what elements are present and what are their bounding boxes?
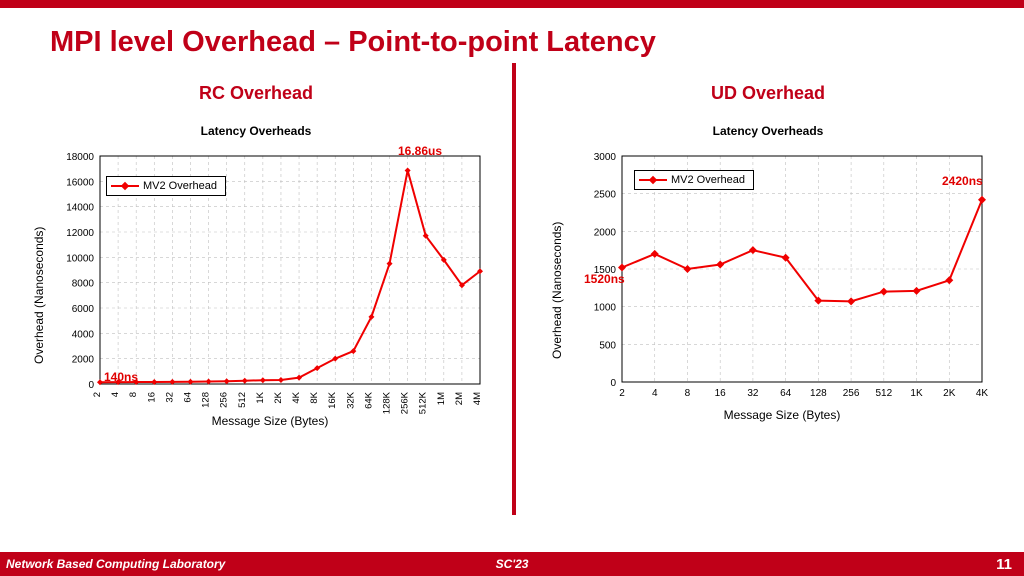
svg-text:12000: 12000 [66, 228, 94, 239]
svg-text:1M: 1M [436, 392, 447, 405]
svg-text:256K: 256K [400, 391, 411, 414]
svg-text:512K: 512K [418, 391, 429, 414]
left-xlabel: Message Size (Bytes) [50, 414, 490, 428]
left-ylabel: Overhead (Nanoseconds) [32, 227, 46, 364]
diamond-icon [639, 175, 667, 185]
svg-text:8: 8 [128, 392, 139, 397]
left-chart-title: Latency Overheads [0, 124, 512, 138]
svg-text:0: 0 [610, 378, 616, 389]
footer-bar: Network Based Computing Laboratory SC'23… [0, 552, 1024, 576]
svg-text:2500: 2500 [594, 190, 617, 201]
right-chart-wrap: Overhead (Nanoseconds) 05001000150020002… [572, 144, 992, 444]
svg-text:16: 16 [715, 388, 727, 399]
svg-text:128K: 128K [382, 391, 393, 414]
footer-conf: SC'23 [496, 557, 529, 571]
footer-lab: Network Based Computing Laboratory [0, 557, 225, 571]
top-accent-bar [0, 0, 1024, 8]
diamond-icon [111, 181, 139, 191]
svg-text:512: 512 [875, 388, 892, 399]
right-panel-title: UD Overhead [512, 83, 1024, 104]
svg-text:8000: 8000 [72, 279, 95, 290]
left-legend-label: MV2 Overhead [143, 180, 217, 192]
svg-text:2K: 2K [943, 388, 956, 399]
svg-text:128: 128 [810, 388, 827, 399]
page-title: MPI level Overhead – Point-to-point Late… [50, 26, 974, 59]
svg-text:1000: 1000 [594, 303, 617, 314]
svg-text:8K: 8K [309, 391, 320, 403]
right-xlabel: Message Size (Bytes) [572, 408, 992, 422]
right-chart-title: Latency Overheads [512, 124, 1024, 138]
svg-text:2M: 2M [454, 392, 465, 405]
left-panel: RC Overhead Latency Overheads Overhead (… [0, 63, 512, 515]
svg-text:4000: 4000 [72, 329, 95, 340]
svg-text:128: 128 [201, 392, 212, 408]
svg-text:32: 32 [164, 392, 175, 403]
annotation: 140ns [104, 370, 138, 384]
svg-text:2: 2 [92, 392, 103, 397]
svg-text:1K: 1K [255, 391, 266, 403]
svg-text:10000: 10000 [66, 253, 94, 264]
right-panel: UD Overhead Latency Overheads Overhead (… [512, 63, 1024, 515]
svg-text:64: 64 [780, 388, 792, 399]
svg-text:8: 8 [685, 388, 691, 399]
svg-text:4M: 4M [472, 392, 483, 405]
svg-text:4K: 4K [291, 391, 302, 403]
right-legend: MV2 Overhead [634, 170, 754, 190]
svg-text:256: 256 [219, 392, 230, 408]
svg-text:500: 500 [599, 340, 616, 351]
svg-text:2K: 2K [273, 391, 284, 403]
left-chart-wrap: Overhead (Nanoseconds) 02000400060008000… [50, 144, 490, 454]
svg-text:14000: 14000 [66, 203, 94, 214]
svg-text:1K: 1K [910, 388, 923, 399]
svg-text:2000: 2000 [594, 227, 617, 238]
right-ylabel: Overhead (Nanoseconds) [550, 222, 564, 359]
svg-text:16K: 16K [327, 391, 338, 409]
svg-text:64: 64 [182, 392, 193, 403]
right-legend-label: MV2 Overhead [671, 174, 745, 186]
annotation: 1520ns [584, 272, 625, 286]
content-area: RC Overhead Latency Overheads Overhead (… [0, 63, 1024, 515]
svg-text:16000: 16000 [66, 177, 94, 188]
svg-text:6000: 6000 [72, 304, 95, 315]
svg-text:4: 4 [110, 392, 121, 397]
left-legend: MV2 Overhead [106, 176, 226, 196]
svg-text:64K: 64K [363, 391, 374, 409]
footer-page: 11 [996, 556, 1012, 573]
svg-text:0: 0 [88, 380, 94, 391]
annotation: 16.86us [398, 144, 442, 158]
svg-text:18000: 18000 [66, 152, 94, 163]
svg-text:2000: 2000 [72, 355, 95, 366]
svg-text:16: 16 [146, 392, 157, 403]
svg-text:256: 256 [843, 388, 860, 399]
svg-text:4K: 4K [976, 388, 989, 399]
svg-text:3000: 3000 [594, 152, 617, 163]
svg-text:32: 32 [747, 388, 759, 399]
svg-text:4: 4 [652, 388, 658, 399]
svg-text:2: 2 [619, 388, 625, 399]
svg-text:32K: 32K [345, 391, 356, 409]
svg-text:512: 512 [237, 392, 248, 408]
title-area: MPI level Overhead – Point-to-point Late… [0, 8, 1024, 63]
annotation: 2420ns [942, 174, 983, 188]
left-panel-title: RC Overhead [0, 83, 512, 104]
